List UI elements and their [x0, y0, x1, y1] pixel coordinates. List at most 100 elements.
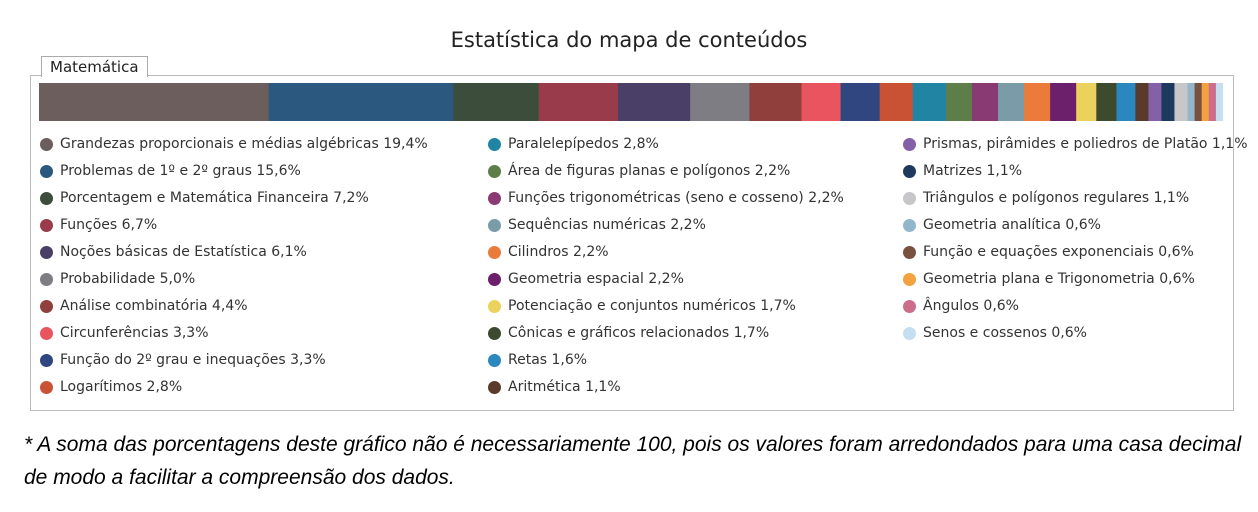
- bar-segment-24: [1194, 83, 1203, 121]
- legend-label: Cilindros 2,2%: [508, 244, 609, 260]
- legend-item: Função e equações exponenciais 0,6%: [903, 242, 1194, 262]
- legend-swatch: [40, 164, 53, 178]
- legend-label: Funções 6,7%: [60, 217, 158, 233]
- legend-item: Senos e cossenos 0,6%: [903, 323, 1087, 343]
- legend-swatch: [488, 326, 501, 340]
- bar-segment-3: [538, 83, 619, 121]
- legend-swatch: [40, 380, 53, 394]
- legend-swatch: [903, 326, 916, 340]
- legend-swatch: [488, 245, 501, 259]
- footnote: * A soma das porcentagens deste gráfico …: [24, 433, 1242, 489]
- legend-item: Logarítimos 2,8%: [40, 377, 182, 397]
- legend-swatch: [488, 164, 501, 178]
- bar-segment-10: [912, 83, 947, 121]
- legend-label: Prismas, pirâmides e poliedros de Platão…: [923, 136, 1248, 152]
- legend-label: Geometria espacial 2,2%: [508, 271, 684, 287]
- legend-label: Funções trigonométricas (seno e cosseno)…: [508, 190, 844, 206]
- chart-title: Estatística do mapa de conteúdos: [450, 28, 808, 52]
- legend-item: Retas 1,6%: [488, 350, 587, 370]
- legend-label: Retas 1,6%: [508, 352, 588, 368]
- legend-item: Geometria analítica 0,6%: [903, 215, 1101, 235]
- bar-segment-26: [1208, 83, 1217, 121]
- legend-swatch: [488, 191, 501, 205]
- legend-label: Matrizes 1,1%: [923, 163, 1023, 179]
- bar-segment-22: [1174, 83, 1188, 121]
- legend-swatch: [40, 272, 53, 286]
- legend-item: Ângulos 0,6%: [903, 296, 1019, 316]
- legend-swatch: [40, 353, 53, 367]
- bar-segment-27: [1215, 83, 1223, 121]
- legend-label: Cônicas e gráficos relacionados 1,7%: [508, 325, 770, 341]
- legend-label: Aritmética 1,1%: [508, 379, 621, 395]
- legend-item: Análise combinatória 4,4%: [40, 296, 248, 316]
- legend-label: Área de figuras planas e polígonos 2,2%: [508, 163, 791, 179]
- legend-label: Potenciação e conjuntos numéricos 1,7%: [508, 298, 796, 314]
- bar-segment-18: [1116, 83, 1136, 121]
- legend-label: Ângulos 0,6%: [923, 298, 1019, 314]
- tab-matematica[interactable]: Matemática: [41, 56, 148, 77]
- legend-label: Senos e cossenos 0,6%: [923, 325, 1087, 341]
- legend-label: Função e equações exponenciais 0,6%: [923, 244, 1194, 260]
- legend-item: Sequências numéricas 2,2%: [488, 215, 706, 235]
- legend-swatch: [40, 245, 53, 259]
- bar-segment-15: [1050, 83, 1077, 121]
- bar-segment-1: [268, 83, 454, 121]
- legend-label: Geometria plana e Trigonometria 0,6%: [923, 271, 1195, 287]
- bar-segment-2: [453, 83, 540, 121]
- legend-label: Circunferências 3,3%: [60, 325, 209, 341]
- legend-swatch: [488, 353, 501, 367]
- legend-label: Problemas de 1º e 2º graus 15,6%: [60, 163, 301, 179]
- legend-swatch: [40, 191, 53, 205]
- bar-segment-6: [749, 83, 802, 121]
- legend-item: Problemas de 1º e 2º graus 15,6%: [40, 161, 301, 181]
- legend-item: Cônicas e gráficos relacionados 1,7%: [488, 323, 769, 343]
- bar-segment-25: [1201, 83, 1210, 121]
- bar-segment-13: [998, 83, 1025, 121]
- legend-swatch: [903, 299, 916, 313]
- legend-item: Noções básicas de Estatística 6,1%: [40, 242, 307, 262]
- legend-label: Paralelepípedos 2,8%: [508, 136, 659, 152]
- bar-segment-23: [1187, 83, 1195, 121]
- legend-item: Aritmética 1,1%: [488, 377, 621, 397]
- bar-segment-17: [1096, 83, 1117, 121]
- legend-item: Prismas, pirâmides e poliedros de Platão…: [903, 134, 1248, 154]
- legend-swatch: [40, 218, 53, 232]
- legend-label: Função do 2º grau e inequações 3,3%: [60, 352, 326, 368]
- legend-label: Probabilidade 5,0%: [60, 271, 196, 287]
- legend-swatch: [903, 137, 916, 151]
- legend-swatch: [40, 299, 53, 313]
- legend-swatch: [903, 272, 916, 286]
- bar-segment-4: [617, 83, 691, 121]
- legend-item: Função do 2º grau e inequações 3,3%: [40, 350, 326, 370]
- legend-swatch: [40, 326, 53, 340]
- legend-swatch: [903, 191, 916, 205]
- bar-segment-7: [801, 83, 841, 121]
- legend-item: Circunferências 3,3%: [40, 323, 209, 343]
- legend-swatch: [40, 137, 53, 151]
- legend-swatch: [903, 218, 916, 232]
- legend-label: Sequências numéricas 2,2%: [508, 217, 706, 233]
- bar-segment-9: [879, 83, 914, 121]
- legend-item: Porcentagem e Matemática Financeira 7,2%: [40, 188, 369, 208]
- bar-segment-0: [39, 83, 270, 121]
- bar-segment-11: [945, 83, 973, 121]
- legend-swatch: [488, 272, 501, 286]
- legend-swatch: [903, 164, 916, 178]
- legend-item: Grandezas proporcionais e médias algébri…: [40, 134, 428, 154]
- legend-item: Área de figuras planas e polígonos 2,2%: [488, 161, 790, 181]
- legend-item: Matrizes 1,1%: [903, 161, 1022, 181]
- legend-item: Potenciação e conjuntos numéricos 1,7%: [488, 296, 796, 316]
- legend-label: Porcentagem e Matemática Financeira 7,2%: [60, 190, 369, 206]
- bar-segment-19: [1135, 83, 1149, 121]
- legend-swatch: [488, 218, 501, 232]
- legend-label: Triângulos e polígonos regulares 1,1%: [923, 190, 1190, 206]
- bar-segment-14: [1024, 83, 1051, 121]
- chart-panel: [30, 75, 1234, 411]
- bar-segment-21: [1161, 83, 1175, 121]
- legend-item: Paralelepípedos 2,8%: [488, 134, 659, 154]
- bar-segment-5: [690, 83, 750, 121]
- legend-item: Funções 6,7%: [40, 215, 157, 235]
- bar-segment-12: [971, 83, 999, 121]
- legend-label: Noções básicas de Estatística 6,1%: [60, 244, 307, 260]
- legend-item: Triângulos e polígonos regulares 1,1%: [903, 188, 1189, 208]
